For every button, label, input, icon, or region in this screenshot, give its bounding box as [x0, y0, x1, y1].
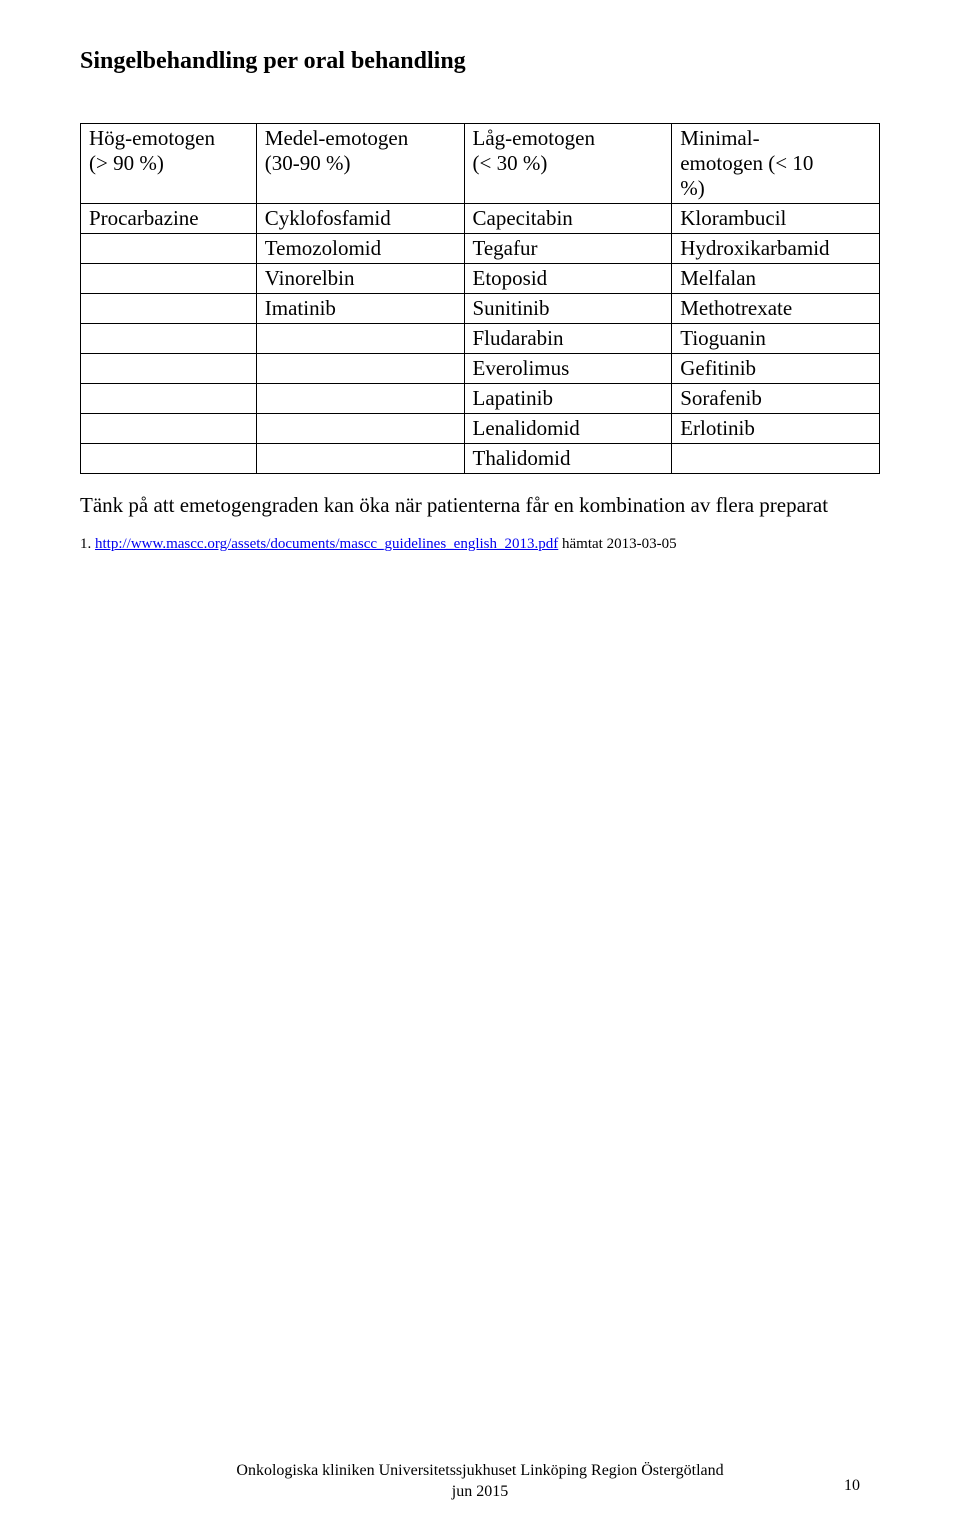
table-cell: Erlotinib: [672, 414, 880, 444]
table-cell: [256, 414, 464, 444]
table-row: Lenalidomid Erlotinib: [81, 414, 880, 444]
table-row: Fludarabin Tioguanin: [81, 324, 880, 354]
table-cell: Methotrexate: [672, 294, 880, 324]
table-cell: [81, 234, 257, 264]
col-header-line: (> 90 %): [89, 151, 164, 175]
col-header-line: Hög-emotogen: [89, 126, 215, 150]
table-row: Temozolomid Tegafur Hydroxikarbamid: [81, 234, 880, 264]
col-header: Hög-emotogen (> 90 %): [81, 124, 257, 204]
table-cell: Capecitabin: [464, 204, 672, 234]
table-cell: Procarbazine: [81, 204, 257, 234]
col-header-line: (< 30 %): [473, 151, 548, 175]
table-row: Imatinib Sunitinib Methotrexate: [81, 294, 880, 324]
table-row: Lapatinib Sorafenib: [81, 384, 880, 414]
reference-suffix: hämtat 2013-03-05: [558, 536, 676, 552]
footer-line-1: Onkologiska kliniken Universitetssjukhus…: [236, 1462, 723, 1479]
table-cell: Fludarabin: [464, 324, 672, 354]
page-heading: Singelbehandling per oral behandling: [80, 48, 880, 75]
table-header-row: Hög-emotogen (> 90 %) Medel-emotogen (30…: [81, 124, 880, 204]
table-cell: [256, 444, 464, 474]
table-row: Everolimus Gefitinib: [81, 354, 880, 384]
page-number: 10: [844, 1477, 860, 1495]
table-row: Vinorelbin Etoposid Melfalan: [81, 264, 880, 294]
col-header-line: Låg-emotogen: [473, 126, 595, 150]
col-header: Låg-emotogen (< 30 %): [464, 124, 672, 204]
table-cell: Sorafenib: [672, 384, 880, 414]
table-cell: Sunitinib: [464, 294, 672, 324]
table-cell: Etoposid: [464, 264, 672, 294]
table-cell: Imatinib: [256, 294, 464, 324]
table-cell: Everolimus: [464, 354, 672, 384]
table-cell: [256, 354, 464, 384]
page-footer: Onkologiska kliniken Universitetssjukhus…: [0, 1461, 960, 1503]
table-cell: Melfalan: [672, 264, 880, 294]
reference-line: 1. http://www.mascc.org/assets/documents…: [80, 536, 880, 553]
table-cell: [256, 324, 464, 354]
table-cell: Tioguanin: [672, 324, 880, 354]
table-cell: [672, 444, 880, 474]
table-cell: [81, 324, 257, 354]
table-cell: Gefitinib: [672, 354, 880, 384]
table-cell: [256, 384, 464, 414]
table-cell: [81, 414, 257, 444]
table-cell: Cyklofosfamid: [256, 204, 464, 234]
table-cell: Temozolomid: [256, 234, 464, 264]
col-header-line: %): [680, 176, 705, 200]
table-cell: Tegafur: [464, 234, 672, 264]
table-cell: Hydroxikarbamid: [672, 234, 880, 264]
table-cell: Klorambucil: [672, 204, 880, 234]
col-header: Medel-emotogen (30-90 %): [256, 124, 464, 204]
table-cell: Vinorelbin: [256, 264, 464, 294]
footer-line-2: jun 2015: [452, 1483, 508, 1500]
col-header-line: emotogen (< 10: [680, 151, 813, 175]
reference-link[interactable]: http://www.mascc.org/assets/documents/ma…: [95, 536, 558, 552]
table-cell: Thalidomid: [464, 444, 672, 474]
table-cell: [81, 264, 257, 294]
table-cell: Lapatinib: [464, 384, 672, 414]
col-header: Minimal- emotogen (< 10 %): [672, 124, 880, 204]
col-header-line: (30-90 %): [265, 151, 351, 175]
table-row: Thalidomid: [81, 444, 880, 474]
note-paragraph: Tänk på att emetogengraden kan öka när p…: [80, 492, 880, 518]
table-cell: [81, 444, 257, 474]
col-header-line: Minimal-: [680, 126, 759, 150]
table-cell: [81, 294, 257, 324]
table-cell: [81, 354, 257, 384]
table-cell: [81, 384, 257, 414]
col-header-line: Medel-emotogen: [265, 126, 408, 150]
table-row: Procarbazine Cyklofosfamid Capecitabin K…: [81, 204, 880, 234]
reference-prefix: 1.: [80, 536, 95, 552]
emetogen-table: Hög-emotogen (> 90 %) Medel-emotogen (30…: [80, 123, 880, 474]
table-cell: Lenalidomid: [464, 414, 672, 444]
